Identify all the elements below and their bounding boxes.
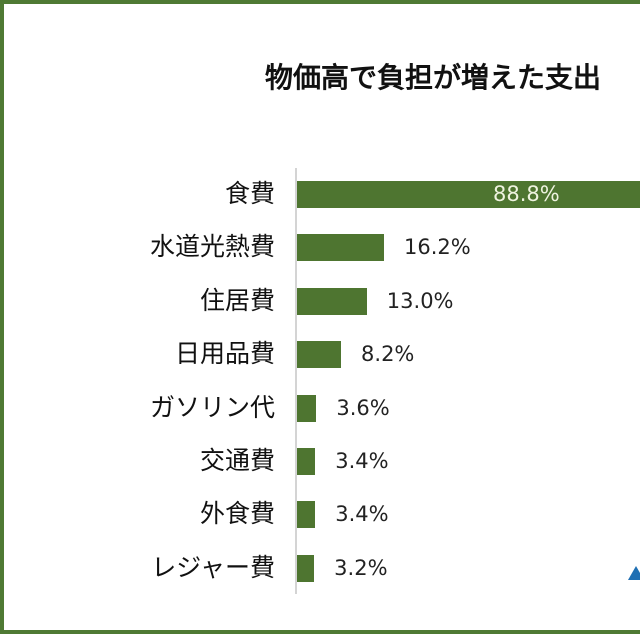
bar-row: 住居費 13.0% <box>0 285 640 315</box>
category-axis-line <box>295 168 297 594</box>
bar <box>297 554 315 582</box>
bar-row: ガソリン代 3.6% <box>0 392 640 422</box>
category-label: 住居費 <box>199 285 275 315</box>
logo-icon <box>628 566 640 580</box>
value-label: 3.4% <box>335 502 389 527</box>
bar <box>297 341 342 369</box>
bar <box>297 394 317 422</box>
category-label: 日用品費 <box>174 339 275 369</box>
category-label: 外食費 <box>199 499 275 529</box>
category-label: ガソリン代 <box>149 392 275 422</box>
bar <box>297 234 384 262</box>
value-label: 3.4% <box>335 449 389 473</box>
value-label: 3.6% <box>336 395 390 420</box>
value-label: 13.0% <box>386 288 454 313</box>
value-label: 16.2% <box>403 235 471 260</box>
category-label: レジャー費 <box>151 552 275 582</box>
value-label: 88.8% <box>493 182 560 206</box>
bar <box>297 448 316 475</box>
bar-row: 外食費 3.4% <box>0 499 640 529</box>
chart-title: 物価高で負担が増えた支出 <box>265 61 602 94</box>
bar-row: 交通費 3.4% <box>0 446 640 475</box>
bar-row: レジャー費 3.2% <box>0 552 640 582</box>
value-label: 3.2% <box>334 555 388 580</box>
bar <box>297 501 316 529</box>
bar-row: 水道光熱費 16.2% <box>0 232 640 262</box>
bar-row: 食費 88.8% <box>0 179 640 208</box>
bar <box>297 287 367 315</box>
bar <box>297 181 640 208</box>
value-label: 8.2% <box>361 342 415 367</box>
category-label: 水道光熱費 <box>149 232 275 262</box>
bar-row: 日用品費 8.2% <box>0 339 640 369</box>
category-label: 交通費 <box>199 446 275 475</box>
category-label: 食費 <box>224 179 275 208</box>
